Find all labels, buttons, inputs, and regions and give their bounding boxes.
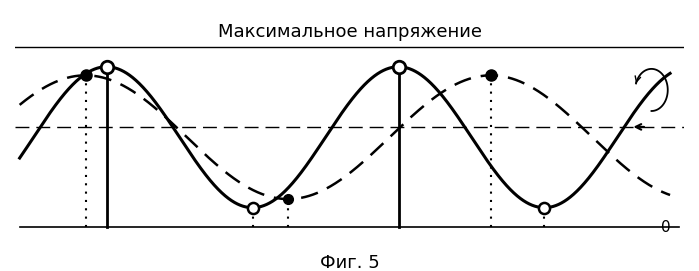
Text: Фиг. 5: Фиг. 5 (319, 254, 380, 271)
Text: 0: 0 (661, 220, 670, 235)
Title: Максимальное напряжение: Максимальное напряжение (217, 23, 482, 41)
